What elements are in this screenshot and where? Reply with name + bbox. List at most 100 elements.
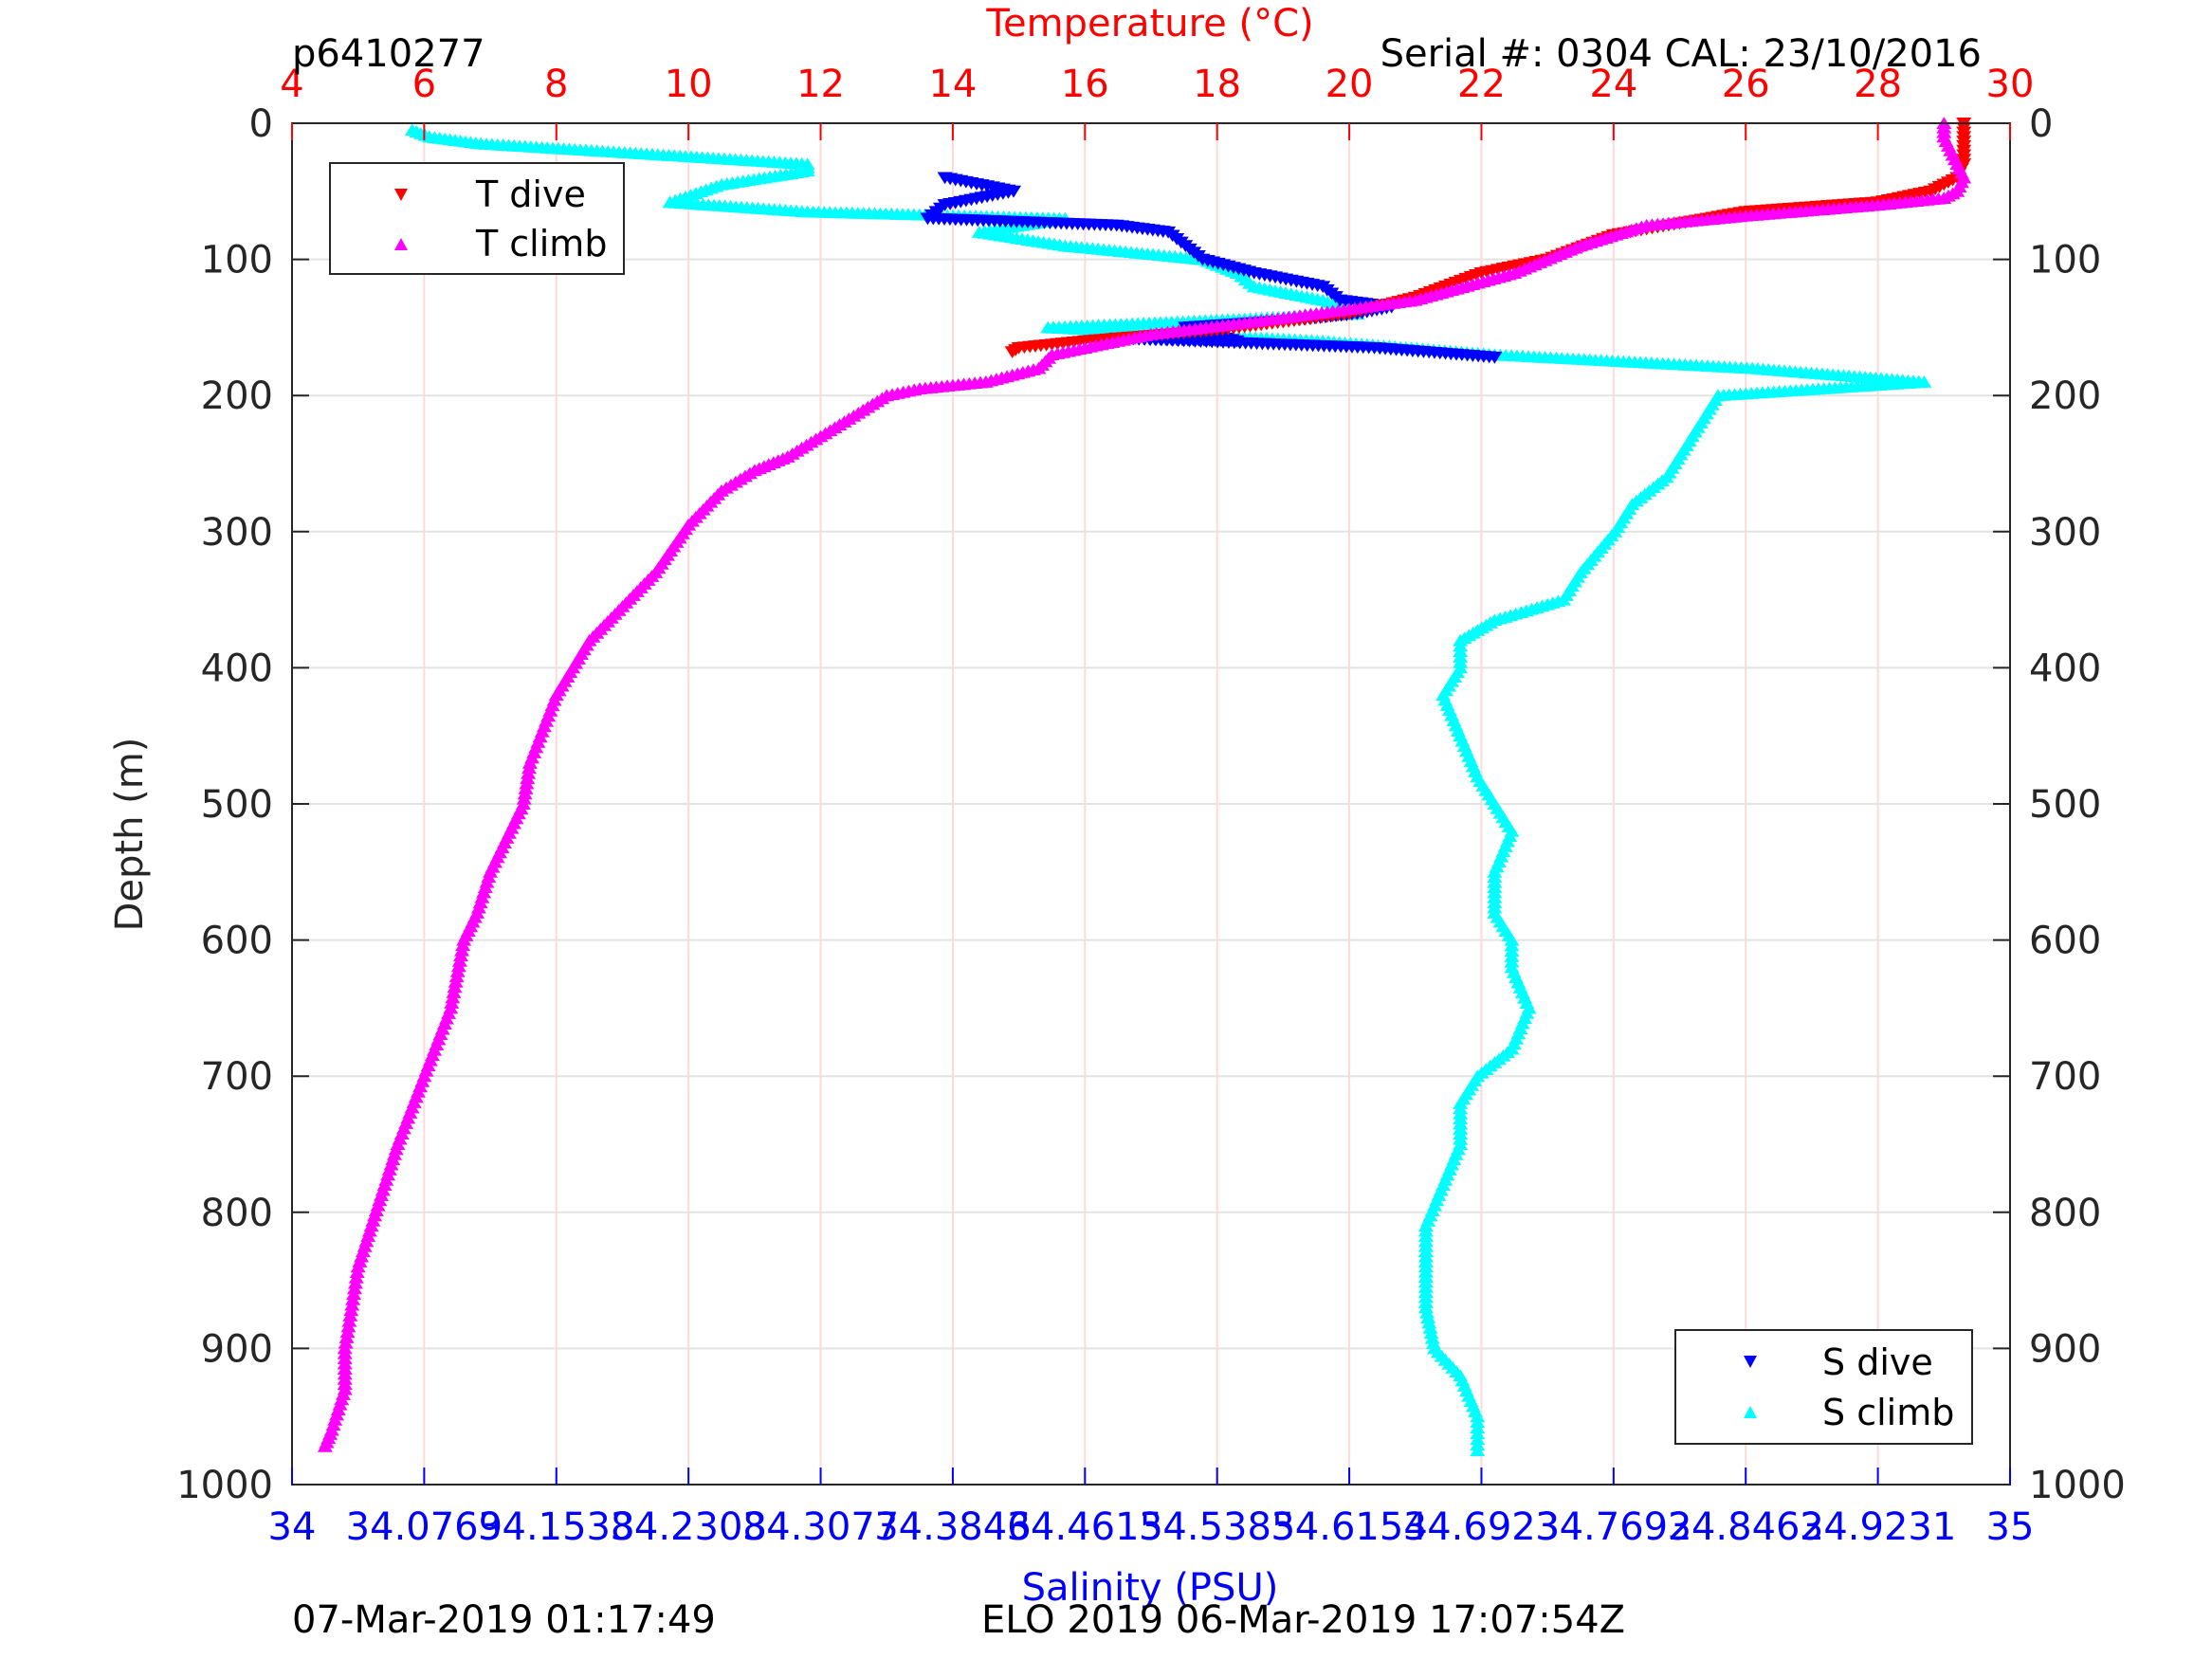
- data-point: [340, 1320, 356, 1333]
- series-t-climb: [317, 117, 1972, 1452]
- legend-s-dive-label: S dive: [1822, 1341, 1933, 1383]
- data-point: [350, 1260, 366, 1273]
- temperature-tick-label: 26: [1722, 63, 1770, 106]
- data-point: [519, 776, 535, 790]
- data-point: [448, 970, 465, 983]
- depth-tick-label-left: 500: [201, 783, 273, 827]
- legend-s-climb-marker: [1744, 1406, 1757, 1418]
- depth-tick-label-left: 0: [249, 102, 273, 146]
- data-point: [450, 959, 466, 973]
- data-point: [517, 787, 533, 800]
- data-point: [447, 980, 463, 994]
- data-point: [1419, 1305, 1435, 1319]
- salinity-tick-label: 34.3846: [874, 1505, 1031, 1549]
- temperature-tick-label: 10: [665, 63, 713, 106]
- data-point: [455, 939, 471, 952]
- depth-tick-label-right: 0: [2029, 102, 2053, 146]
- data-point: [451, 954, 467, 967]
- temperature-tick-label: 4: [280, 63, 303, 106]
- data-point: [521, 761, 538, 775]
- depth-tick-label-left: 1000: [176, 1464, 273, 1507]
- data-point: [347, 1276, 363, 1289]
- salinity-tick-label: 34.5385: [1139, 1505, 1295, 1549]
- top-axis-title: Temperature (°C): [985, 2, 1313, 46]
- data-point: [456, 933, 472, 946]
- data-point: [341, 1314, 357, 1327]
- depth-tick-label-right: 200: [2029, 374, 2101, 418]
- data-point: [1420, 1311, 1436, 1324]
- depth-tick-label-right: 1000: [2029, 1464, 2126, 1507]
- depth-tick-label-left: 700: [201, 1055, 273, 1099]
- salinity-tick-label: 35: [1986, 1505, 2035, 1549]
- data-point: [449, 964, 466, 977]
- data-point: [344, 1298, 360, 1311]
- data-point: [1487, 351, 1503, 364]
- temperature-tick-label: 6: [412, 63, 436, 106]
- data-point: [1004, 346, 1020, 359]
- bottom-axis-title: Salinity (PSU): [1022, 1566, 1279, 1610]
- data-point: [518, 782, 534, 794]
- timestamp-right: ELO 2019 06-Mar-2019 17:07:54Z: [981, 1598, 1625, 1642]
- data-point: [1422, 1322, 1438, 1334]
- legend-t-climb-label: T climb: [475, 223, 607, 264]
- salinity-tick-label: 34.4615: [1007, 1505, 1163, 1549]
- data-point: [346, 1287, 362, 1300]
- data-point: [345, 1292, 361, 1305]
- depth-tick-label-left: 300: [201, 511, 273, 555]
- plot-id-label: p6410277: [292, 32, 485, 76]
- depth-tick-label-right: 300: [2029, 511, 2101, 555]
- depth-tick-label-right: 800: [2029, 1192, 2101, 1235]
- temperature-tick-label: 14: [928, 63, 977, 106]
- data-point: [521, 757, 538, 769]
- data-point: [338, 1331, 355, 1343]
- temperature-tick-label: 18: [1193, 63, 1241, 106]
- data-point: [516, 792, 532, 805]
- legend-salinity: S dive S climb: [1674, 1329, 1973, 1445]
- axes: 0 0 100 100 200 200 300 300 400 400 500 500 600 600 70…: [176, 63, 2126, 1549]
- temperature-tick-label: 8: [544, 63, 568, 106]
- depth-tick-label-right: 400: [2029, 647, 2101, 690]
- salinity-tick-label: 34.9231: [1800, 1505, 1956, 1549]
- data-point: [346, 1282, 362, 1295]
- data-point: [452, 949, 468, 962]
- depth-tick-label-left: 400: [201, 647, 273, 690]
- temperature-tick-label: 20: [1325, 63, 1374, 106]
- salinity-tick-label: 34.0769: [346, 1505, 503, 1549]
- data-point: [317, 1439, 333, 1452]
- legend-t-dive-label: T dive: [475, 173, 586, 215]
- salinity-tick-label: 34.8462: [1668, 1505, 1824, 1549]
- temperature-tick-label: 30: [1986, 63, 2035, 106]
- data-point: [1425, 1337, 1441, 1350]
- data-point: [1417, 1301, 1434, 1314]
- legend-s-dive-marker: [1744, 1356, 1757, 1368]
- depth-tick-label-right: 900: [2029, 1327, 2101, 1371]
- salinity-tick-label: 34.6154: [1271, 1505, 1427, 1549]
- depth-tick-label-left: 100: [201, 239, 273, 283]
- y-axis-title: Depth (m): [108, 738, 152, 932]
- data-point: [445, 991, 461, 1004]
- data-point: [520, 772, 536, 785]
- data-point: [448, 975, 464, 988]
- salinity-tick-label: 34.7692: [1535, 1505, 1691, 1549]
- temperature-tick-label: 28: [1854, 63, 1902, 106]
- data-point: [1423, 1326, 1439, 1340]
- data-point: [349, 1266, 365, 1278]
- data-point: [1421, 1316, 1437, 1329]
- temperature-tick-label: 22: [1457, 63, 1506, 106]
- timestamp-left: 07-Mar-2019 01:17:49: [292, 1598, 716, 1642]
- legend-t-dive-marker: [394, 189, 408, 201]
- legend-t-climb-marker: [394, 238, 408, 250]
- depth-tick-label-left: 200: [201, 374, 273, 418]
- salinity-tick-label: 34.1538: [478, 1505, 634, 1549]
- salinity-tick-label: 34.3077: [742, 1505, 899, 1549]
- depth-tick-label-right: 600: [2029, 920, 2101, 963]
- salinity-tick-label: 34.6923: [1403, 1505, 1560, 1549]
- legend-temperature-box: [329, 162, 625, 275]
- depth-tick-label-right: 100: [2029, 239, 2101, 283]
- series-layer: [317, 117, 1972, 1457]
- temperature-tick-label: 16: [1061, 63, 1109, 106]
- legend-s-climb-label: S climb: [1822, 1392, 1954, 1433]
- data-point: [446, 986, 462, 998]
- depth-tick-label-right: 700: [2029, 1055, 2101, 1099]
